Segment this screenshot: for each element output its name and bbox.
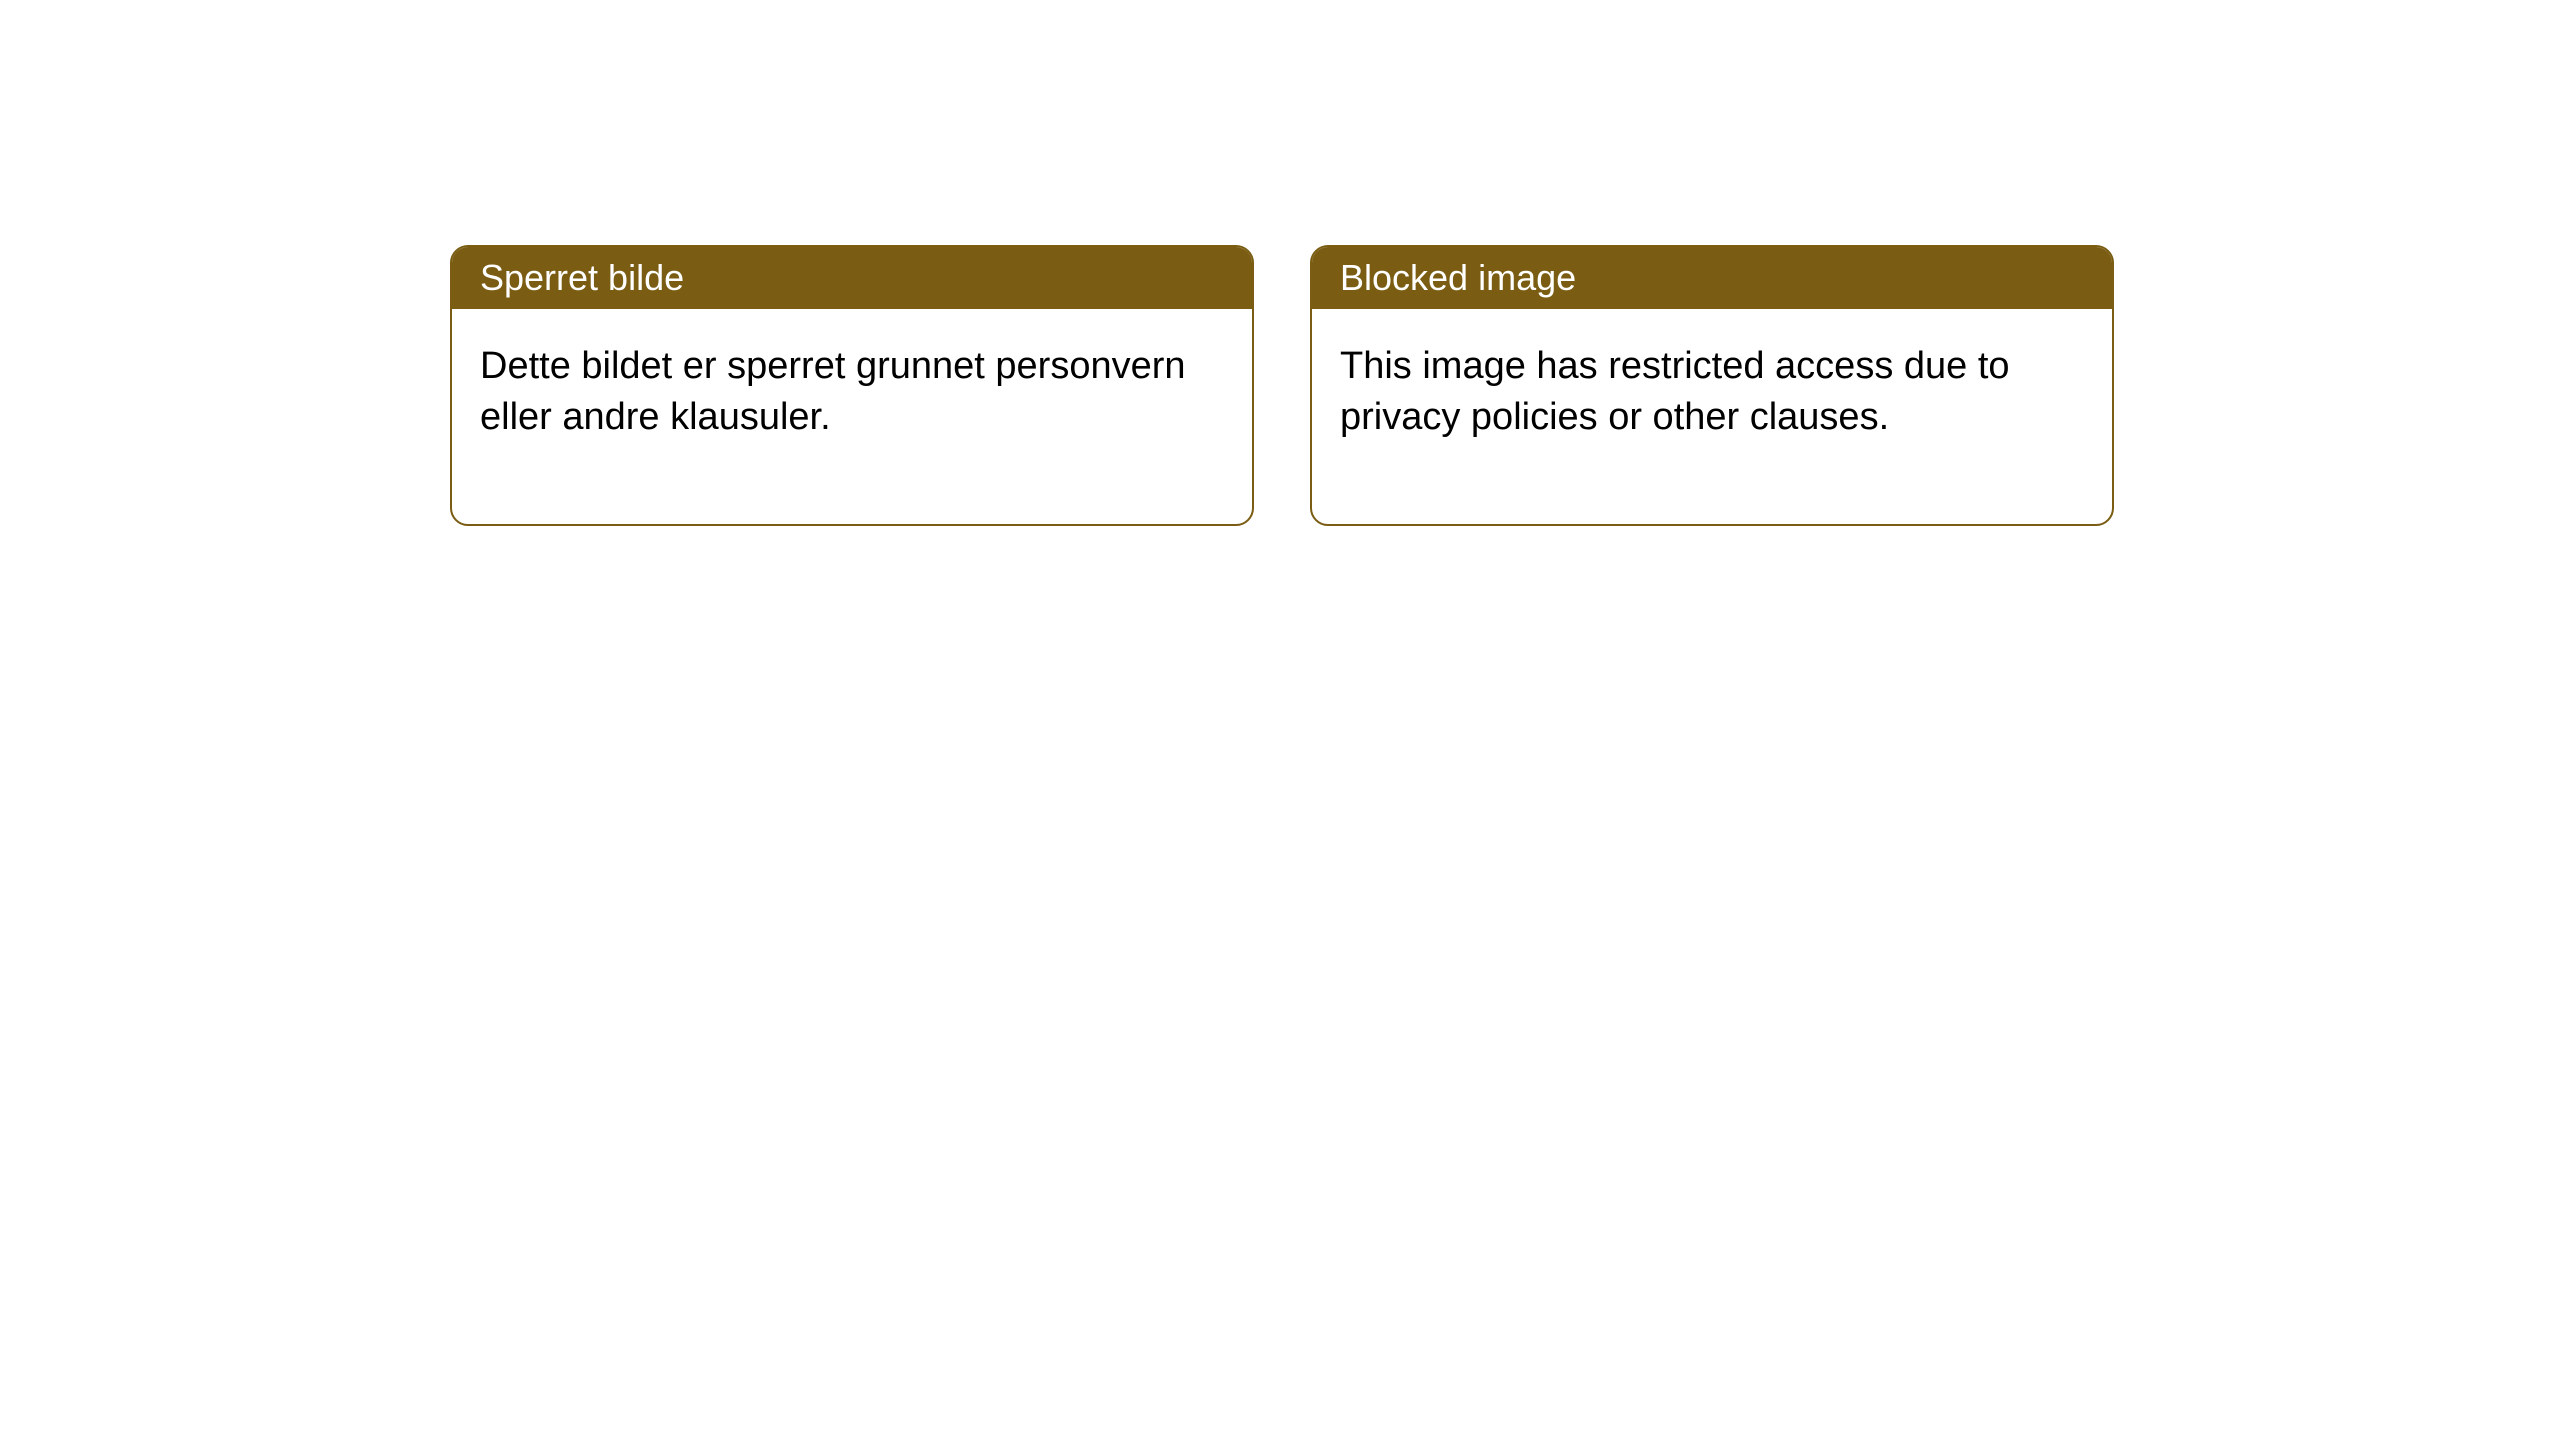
notice-card-body: This image has restricted access due to … — [1312, 309, 2112, 524]
notice-body-text: Dette bildet er sperret grunnet personve… — [480, 345, 1186, 438]
notice-title: Sperret bilde — [480, 257, 684, 298]
notice-title: Blocked image — [1340, 257, 1576, 298]
notice-container: Sperret bilde Dette bildet er sperret gr… — [450, 245, 2114, 526]
notice-body-text: This image has restricted access due to … — [1340, 345, 2010, 438]
notice-card-header: Blocked image — [1312, 247, 2112, 309]
notice-card-english: Blocked image This image has restricted … — [1310, 245, 2114, 526]
notice-card-body: Dette bildet er sperret grunnet personve… — [452, 309, 1252, 524]
notice-card-header: Sperret bilde — [452, 247, 1252, 309]
notice-card-norwegian: Sperret bilde Dette bildet er sperret gr… — [450, 245, 1254, 526]
